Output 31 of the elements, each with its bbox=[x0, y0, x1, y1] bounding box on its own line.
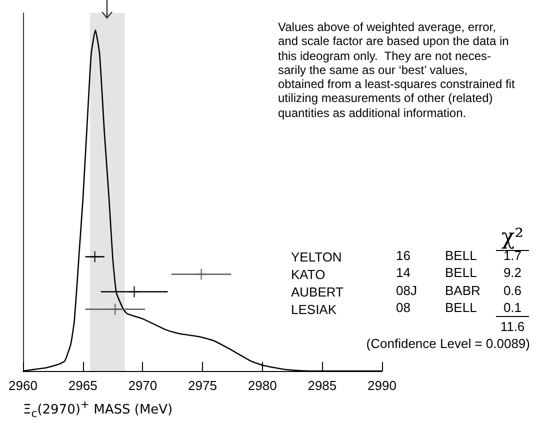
x-tick-label: 2985 bbox=[308, 378, 337, 393]
text: BELL bbox=[445, 300, 477, 316]
text: 0.6 bbox=[502, 282, 523, 298]
text: 08J bbox=[396, 282, 417, 298]
y-tick-label: KATO bbox=[291, 266, 326, 282]
annotation: (Confidence Level = 0.0089) bbox=[366, 336, 530, 352]
text: 08 bbox=[396, 300, 410, 316]
point bbox=[196, 268, 207, 280]
text: χ² bbox=[496, 225, 529, 251]
x-tick-label: 2970 bbox=[128, 378, 158, 393]
x-tick-label: 2980 bbox=[248, 378, 277, 393]
x-tick-label: 2990 bbox=[368, 378, 396, 393]
y-tick-label: AUBERT bbox=[291, 284, 344, 300]
text: BABR bbox=[445, 282, 480, 298]
annotation: Values above of weighted average, error, and scale factor are based upon the data in this ideogram only. They are not neces- sarily the same as our ‘best’ values, obtained from a least-squares constrained fit utilizing measurements of other (related) quantities as additional information. bbox=[278, 20, 515, 120]
text: 14 bbox=[396, 265, 410, 281]
text: 0.1 bbox=[496, 300, 529, 317]
x-axis-title: Ξ$_{c}$(2970)$^{+}$ MASS (MeV) bbox=[23, 398, 173, 420]
text: 11.6 bbox=[499, 319, 526, 334]
text: 16 bbox=[396, 248, 410, 264]
text: BELL bbox=[445, 265, 477, 281]
y-tick-label: LESIAK bbox=[291, 302, 337, 317]
text: 9.2 bbox=[502, 265, 523, 281]
y-tick-label: YELTON bbox=[291, 249, 342, 264]
x-tick-label: 2965 bbox=[68, 378, 98, 393]
point bbox=[109, 303, 121, 316]
x-tick-label: 2975 bbox=[188, 378, 217, 393]
point bbox=[89, 250, 100, 263]
x-tick-label: 2960 bbox=[8, 378, 38, 393]
point bbox=[128, 286, 140, 298]
text: BELL bbox=[445, 248, 477, 264]
